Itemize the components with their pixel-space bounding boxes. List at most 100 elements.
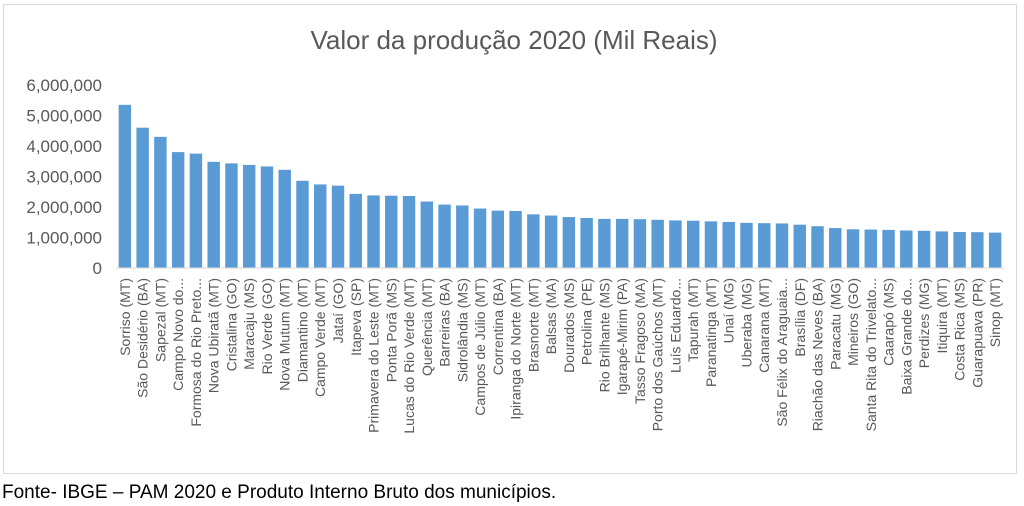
bar [651, 219, 664, 268]
bar [385, 195, 398, 268]
x-tick-label: Costa Rica (MS) [952, 278, 968, 381]
x-tick-label: Jataí (GO) [330, 278, 346, 343]
bar [349, 193, 362, 268]
y-tick-label: 0 [93, 259, 102, 278]
y-tick-label: 6,000,000 [26, 76, 102, 95]
x-tick-label: Igarapé-Mirim (PA) [614, 278, 630, 395]
y-tick-label: 3,000,000 [26, 168, 102, 187]
x-tick-label: Itapeva (SP) [348, 278, 364, 356]
bar [402, 196, 416, 268]
x-tick-label: Sidrolândia (MS) [454, 278, 470, 382]
x-tick-label: Sapezal (MT) [152, 278, 168, 362]
x-tick-label: Sorriso (MT) [117, 278, 133, 356]
x-axis: Sorriso (MT) São Desidério (BA) Sapezal (M… [116, 267, 1004, 434]
x-tick-label: Formosa do Rio Preto... [188, 278, 204, 427]
bar [331, 185, 345, 268]
bar [686, 220, 700, 268]
bars [118, 104, 1002, 269]
x-tick-label: Querência (MT) [419, 278, 435, 376]
bar-chart: Valor da produção 2020 (Mil Reais) 0 1,00… [26, 25, 1004, 434]
bar [171, 152, 185, 268]
x-tick-label: Ipiranga do Norte (MT) [508, 278, 524, 420]
x-tick-label: Balsas (MA) [543, 278, 559, 354]
bar [704, 221, 718, 268]
x-tick-label: Itiquira (MT) [934, 278, 950, 353]
bar [740, 222, 753, 268]
bar [811, 226, 824, 268]
x-tick-label: Campo Novo do... [170, 278, 186, 391]
bar [846, 229, 860, 268]
bar [473, 208, 487, 268]
x-tick-label: São Desidério (BA) [135, 278, 151, 398]
x-tick-label: Petrolina (PE) [579, 278, 595, 365]
bar [189, 153, 203, 269]
bar [118, 104, 132, 268]
bar [367, 195, 380, 268]
x-tick-label: Ponta Porã (MS) [383, 278, 399, 382]
bar [793, 224, 806, 268]
bar [420, 201, 434, 268]
bar [917, 230, 931, 268]
source-note: Fonte- IBGE – PAM 2020 e Produto Interno… [2, 482, 557, 503]
y-tick-label: 1,000,000 [26, 229, 102, 248]
bar [722, 221, 735, 268]
bar [260, 166, 274, 268]
bar [207, 161, 220, 268]
x-tick-label: Correntina (BA) [490, 278, 506, 375]
bar [225, 163, 238, 268]
bar [314, 184, 327, 268]
x-tick-label: Canarana (MT) [756, 278, 772, 373]
x-tick-label: Brasnorte (MT) [525, 278, 541, 372]
x-tick-label: Barreiras (BA) [437, 278, 453, 367]
x-tick-label: Lucas do Rio Verde (MT) [401, 278, 417, 434]
bar [615, 218, 629, 268]
bar [633, 219, 647, 268]
bar [527, 214, 540, 268]
bar [900, 230, 913, 268]
x-tick-label: Santa Rita do Trivelato... [863, 278, 879, 431]
bar [438, 204, 451, 268]
bar [509, 210, 522, 268]
x-tick-label: Rio Brilhante (MS) [596, 278, 612, 392]
bar [988, 232, 1002, 268]
y-axis: 0 1,000,000 2,000,000 3,000,000 4,000,000 5,0… [26, 76, 102, 278]
x-tick-label: Sinop (MT) [987, 278, 1003, 347]
x-tick-label: Paranatinga (MT) [703, 278, 719, 387]
x-tick-label: Baixa Grande do... [898, 278, 914, 395]
x-tick-label: Paracatu (MG) [827, 278, 843, 370]
x-tick-label: Campos de Júlio (MT) [472, 278, 488, 416]
x-tick-label: Maracaju (MS) [241, 278, 257, 370]
y-tick-label: 2,000,000 [26, 198, 102, 217]
x-tick-label: Uberaba (MG) [738, 278, 754, 367]
x-tick-label: Rio Verde (GO) [259, 278, 275, 374]
bar [278, 169, 291, 268]
bar [953, 232, 966, 268]
x-tick-label: Diamantino (MT) [294, 278, 310, 382]
x-tick-label: Tasso Fragoso (MA) [632, 278, 648, 404]
bar [136, 127, 149, 268]
y-tick-label: 5,000,000 [26, 107, 102, 126]
x-tick-label: Caarapó (MS) [881, 278, 897, 366]
bar [580, 217, 593, 268]
x-tick-label: Mineiros (GO) [845, 278, 861, 366]
x-tick-label: Guarapuava (PR) [969, 278, 985, 388]
bar [864, 229, 878, 268]
bar [829, 228, 842, 268]
bar [935, 231, 949, 268]
chart-frame: Valor da produção 2020 (Mil Reais) 0 1,00… [3, 4, 1017, 474]
bar [882, 229, 895, 269]
bar [971, 232, 984, 268]
bar [562, 217, 576, 268]
bar [456, 205, 469, 268]
x-tick-label: Brasília (DF) [792, 278, 808, 357]
x-tick-label: Unaí (MG) [721, 278, 737, 343]
bar [598, 218, 611, 268]
x-tick-label: Primavera do Leste (MT) [366, 278, 382, 433]
bar [758, 223, 771, 268]
x-tick-label: Tapurah (MT) [685, 278, 701, 362]
bar [154, 136, 167, 268]
bar [296, 180, 309, 268]
x-tick-label: Porto dos Gaúchos (MT) [650, 278, 666, 431]
bar [775, 223, 789, 268]
y-tick-label: 4,000,000 [26, 137, 102, 156]
